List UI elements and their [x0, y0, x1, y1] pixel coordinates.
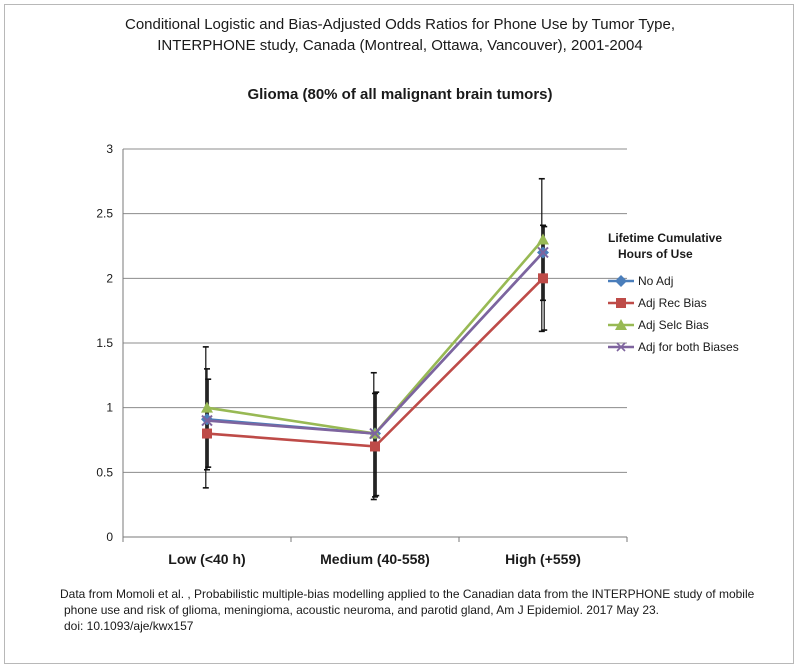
marker-stroke — [369, 427, 381, 440]
y-tick-label: 0.5 — [96, 465, 113, 479]
legend-title: Lifetime Cumulative Hours of Use — [606, 230, 796, 262]
legend-swatch — [608, 298, 634, 308]
source-note: Data from Momoli et al. , Probabilistic … — [60, 586, 780, 634]
chart-subtitle: Glioma (80% of all malignant brain tumor… — [247, 86, 553, 103]
legend-swatch — [608, 342, 634, 352]
y-tick-label: 2.5 — [96, 207, 113, 221]
chart-title-line-1: Conditional Logistic and Bias-Adjusted O… — [124, 16, 676, 33]
legend-item-adj-rec-bias: Adj Rec Bias — [606, 292, 796, 314]
legend-label: No Adj — [638, 274, 674, 288]
data-point-adj-selc-bias — [201, 401, 213, 413]
y-tick-label: 0 — [106, 530, 113, 544]
legend-item-adj-for-both-biases: Adj for both Biases — [606, 336, 796, 358]
source-line-2: phone use and risk of glioma, meningioma… — [64, 603, 660, 617]
legend-label: Adj for both Biases — [638, 340, 739, 354]
chart-frame — [4, 4, 794, 664]
legend-swatch — [608, 319, 634, 330]
y-tick-label: 1 — [106, 401, 113, 415]
legend-item-adj-selc-bias: Adj Selc Bias — [606, 314, 796, 336]
legend: Lifetime Cumulative Hours of Use No Adj A… — [606, 230, 796, 358]
x-tick-label: High (+559) — [505, 551, 581, 567]
data-point-adj-for-both-biases — [369, 427, 381, 440]
y-tick-label: 3 — [106, 142, 113, 156]
legend-swatch-marker — [616, 342, 626, 352]
legend-swatch-marker — [616, 298, 626, 308]
legend-label: Adj Rec Bias — [638, 296, 707, 310]
legend-title-line-1: Lifetime Cumulative — [608, 231, 723, 245]
data-point-adj-rec-bias — [370, 441, 380, 452]
legend-swatch-marker — [615, 275, 627, 287]
chart-title-line-2: INTERPHONE study, Canada (Montreal, Otta… — [157, 37, 643, 54]
x-tick-label: Medium (40-558) — [320, 551, 430, 567]
legend-label: Adj Selc Bias — [638, 318, 709, 332]
data-point-adj-for-both-biases — [537, 246, 549, 259]
data-point-adj-rec-bias — [538, 273, 548, 284]
x-tick-label: Low (<40 h) — [168, 551, 245, 567]
legend-title-line-2: Hours of Use — [618, 247, 693, 261]
data-point-adj-selc-bias — [537, 233, 549, 245]
legend-item-no-adj: No Adj — [606, 270, 796, 292]
data-point-adj-for-both-biases — [201, 414, 213, 427]
marker-stroke — [201, 414, 213, 427]
legend-swatch-marker — [615, 319, 627, 330]
source-line-1: Data from Momoli et al. , Probabilistic … — [60, 587, 755, 601]
marker-stroke — [537, 246, 549, 259]
legend-items: No Adj Adj Rec Bias Adj Selc Bias Adj for b… — [606, 270, 796, 358]
source-line-3: doi: 10.1093/aje/kwx157 — [64, 619, 194, 633]
data-point-adj-rec-bias — [202, 428, 212, 439]
legend-swatch — [608, 275, 634, 287]
marker-stroke — [616, 342, 626, 352]
y-tick-label: 2 — [106, 271, 113, 285]
y-tick-label: 1.5 — [96, 336, 113, 350]
